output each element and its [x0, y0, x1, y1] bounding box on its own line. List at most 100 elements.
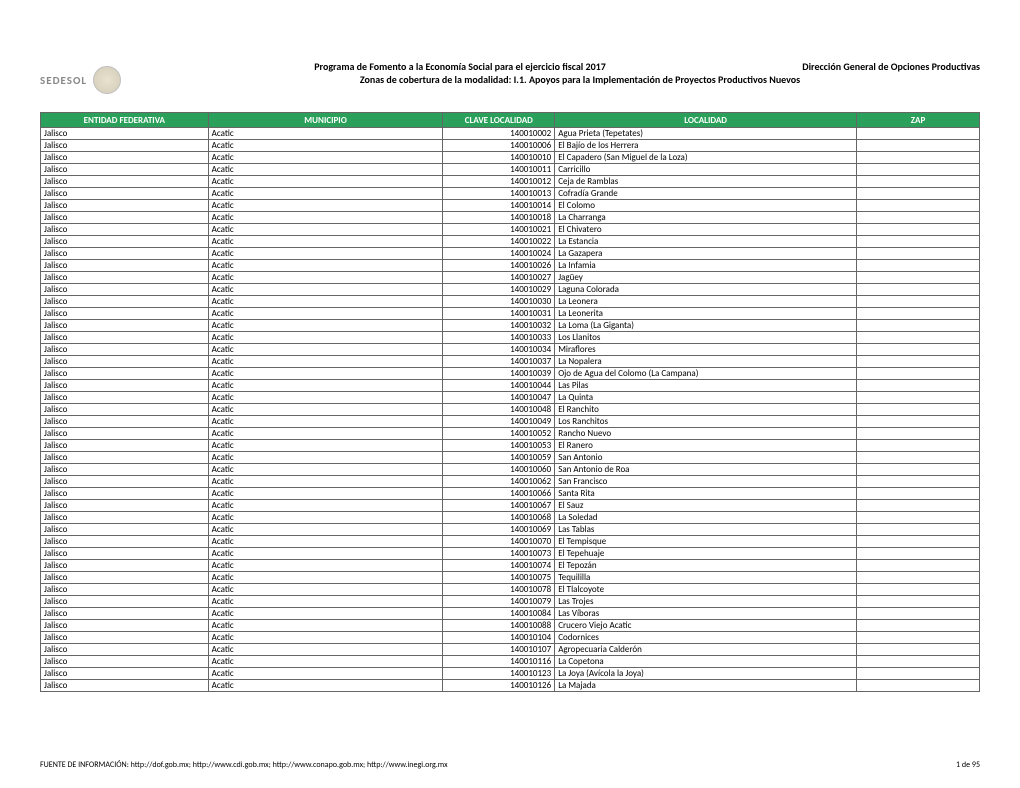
cell: Jalisco — [41, 272, 209, 284]
cell: La Charranga — [555, 212, 857, 224]
cell: Agua Prieta (Tepetates) — [555, 128, 857, 140]
cell: Jalisco — [41, 344, 209, 356]
cell: El Ranero — [555, 440, 857, 452]
cell: Laguna Colorada — [555, 284, 857, 296]
cell — [857, 320, 980, 332]
cell — [857, 560, 980, 572]
footer: FUENTE DE INFORMACIÓN: http://dof.gob.mx… — [40, 760, 980, 770]
cell: La Gazapera — [555, 248, 857, 260]
cell — [857, 140, 980, 152]
cell — [857, 488, 980, 500]
table-row: JaliscoAcatic140010059San Antonio — [41, 452, 980, 464]
cell — [857, 260, 980, 272]
cell: La Soledad — [555, 512, 857, 524]
cell: La Majada — [555, 680, 857, 692]
cell: Acatic — [208, 656, 443, 668]
cell: 140010059 — [443, 452, 555, 464]
cell: Los Ranchitos — [555, 416, 857, 428]
table-body: JaliscoAcatic140010002Agua Prieta (Tepet… — [41, 128, 980, 692]
cell: La Infamia — [555, 260, 857, 272]
cell: Jalisco — [41, 524, 209, 536]
cell: Acatic — [208, 344, 443, 356]
table-row: JaliscoAcatic140010060San Antonio de Roa — [41, 464, 980, 476]
cell: El Bajío de los Herrera — [555, 140, 857, 152]
cell: Jalisco — [41, 536, 209, 548]
cell: Acatic — [208, 356, 443, 368]
table-row: JaliscoAcatic140010034Miraflores — [41, 344, 980, 356]
cell: Acatic — [208, 272, 443, 284]
table-row: JaliscoAcatic140010010El Capadero (San M… — [41, 152, 980, 164]
cell: El Chivatero — [555, 224, 857, 236]
table-row: JaliscoAcatic140010021El Chivatero — [41, 224, 980, 236]
table-row: JaliscoAcatic140010088Crucero Viejo Acat… — [41, 620, 980, 632]
cell: Jalisco — [41, 188, 209, 200]
cell: La Quinta — [555, 392, 857, 404]
cell — [857, 512, 980, 524]
cell — [857, 176, 980, 188]
cell: 140010027 — [443, 272, 555, 284]
cell: San Antonio de Roa — [555, 464, 857, 476]
cell: Jalisco — [41, 440, 209, 452]
cell: Jagüey — [555, 272, 857, 284]
cell: Acatic — [208, 584, 443, 596]
cell: Acatic — [208, 200, 443, 212]
cell — [857, 404, 980, 416]
cell: Acatic — [208, 464, 443, 476]
cell: 140010039 — [443, 368, 555, 380]
cell: Jalisco — [41, 512, 209, 524]
cell — [857, 584, 980, 596]
cell — [857, 620, 980, 632]
cell — [857, 272, 980, 284]
cell: El Ranchito — [555, 404, 857, 416]
cell: 140010013 — [443, 188, 555, 200]
cell: 140010021 — [443, 224, 555, 236]
cell: 140010011 — [443, 164, 555, 176]
cell: 140010079 — [443, 596, 555, 608]
cell — [857, 476, 980, 488]
cell: Agropecuaria Calderón — [555, 644, 857, 656]
cell: 140010031 — [443, 308, 555, 320]
cell: Acatic — [208, 596, 443, 608]
cell: Acatic — [208, 380, 443, 392]
cell: Acatic — [208, 188, 443, 200]
table-row: JaliscoAcatic140010027Jagüey — [41, 272, 980, 284]
cell: Acatic — [208, 212, 443, 224]
cell: 140010078 — [443, 584, 555, 596]
cell: El Tlalcoyote — [555, 584, 857, 596]
cell: Jalisco — [41, 128, 209, 140]
cell: Acatic — [208, 560, 443, 572]
cell: 140010067 — [443, 500, 555, 512]
cell: 140010069 — [443, 524, 555, 536]
cell: El Colomo — [555, 200, 857, 212]
cell — [857, 236, 980, 248]
col-municipio: MUNICIPIO — [208, 113, 443, 128]
table-row: JaliscoAcatic140010062San Francisco — [41, 476, 980, 488]
footer-page: 1 de 95 — [956, 760, 980, 770]
cell: Jalisco — [41, 248, 209, 260]
cell: El Tepozán — [555, 560, 857, 572]
cell: Jalisco — [41, 320, 209, 332]
footer-source: FUENTE DE INFORMACIÓN: http://dof.gob.mx… — [40, 760, 448, 770]
table-row: JaliscoAcatic140010067El Sauz — [41, 500, 980, 512]
cell: Acatic — [208, 536, 443, 548]
table-row: JaliscoAcatic140010123La Joya (Avícola l… — [41, 668, 980, 680]
cell: Jalisco — [41, 572, 209, 584]
cell — [857, 224, 980, 236]
cell: Acatic — [208, 392, 443, 404]
cell: Jalisco — [41, 140, 209, 152]
logo-block: SEDESOL — [40, 60, 180, 100]
cell: Jalisco — [41, 584, 209, 596]
cell: Acatic — [208, 512, 443, 524]
cell: Jalisco — [41, 596, 209, 608]
table-row: JaliscoAcatic140010013Cofradía Grande — [41, 188, 980, 200]
cell: Acatic — [208, 248, 443, 260]
cell: 140010073 — [443, 548, 555, 560]
cell: Jalisco — [41, 176, 209, 188]
cell: Acatic — [208, 416, 443, 428]
logo-text: SEDESOL — [40, 74, 87, 87]
cell: Santa Rita — [555, 488, 857, 500]
cell: Jalisco — [41, 380, 209, 392]
table-row: JaliscoAcatic140010068La Soledad — [41, 512, 980, 524]
cell: Acatic — [208, 284, 443, 296]
cell — [857, 392, 980, 404]
